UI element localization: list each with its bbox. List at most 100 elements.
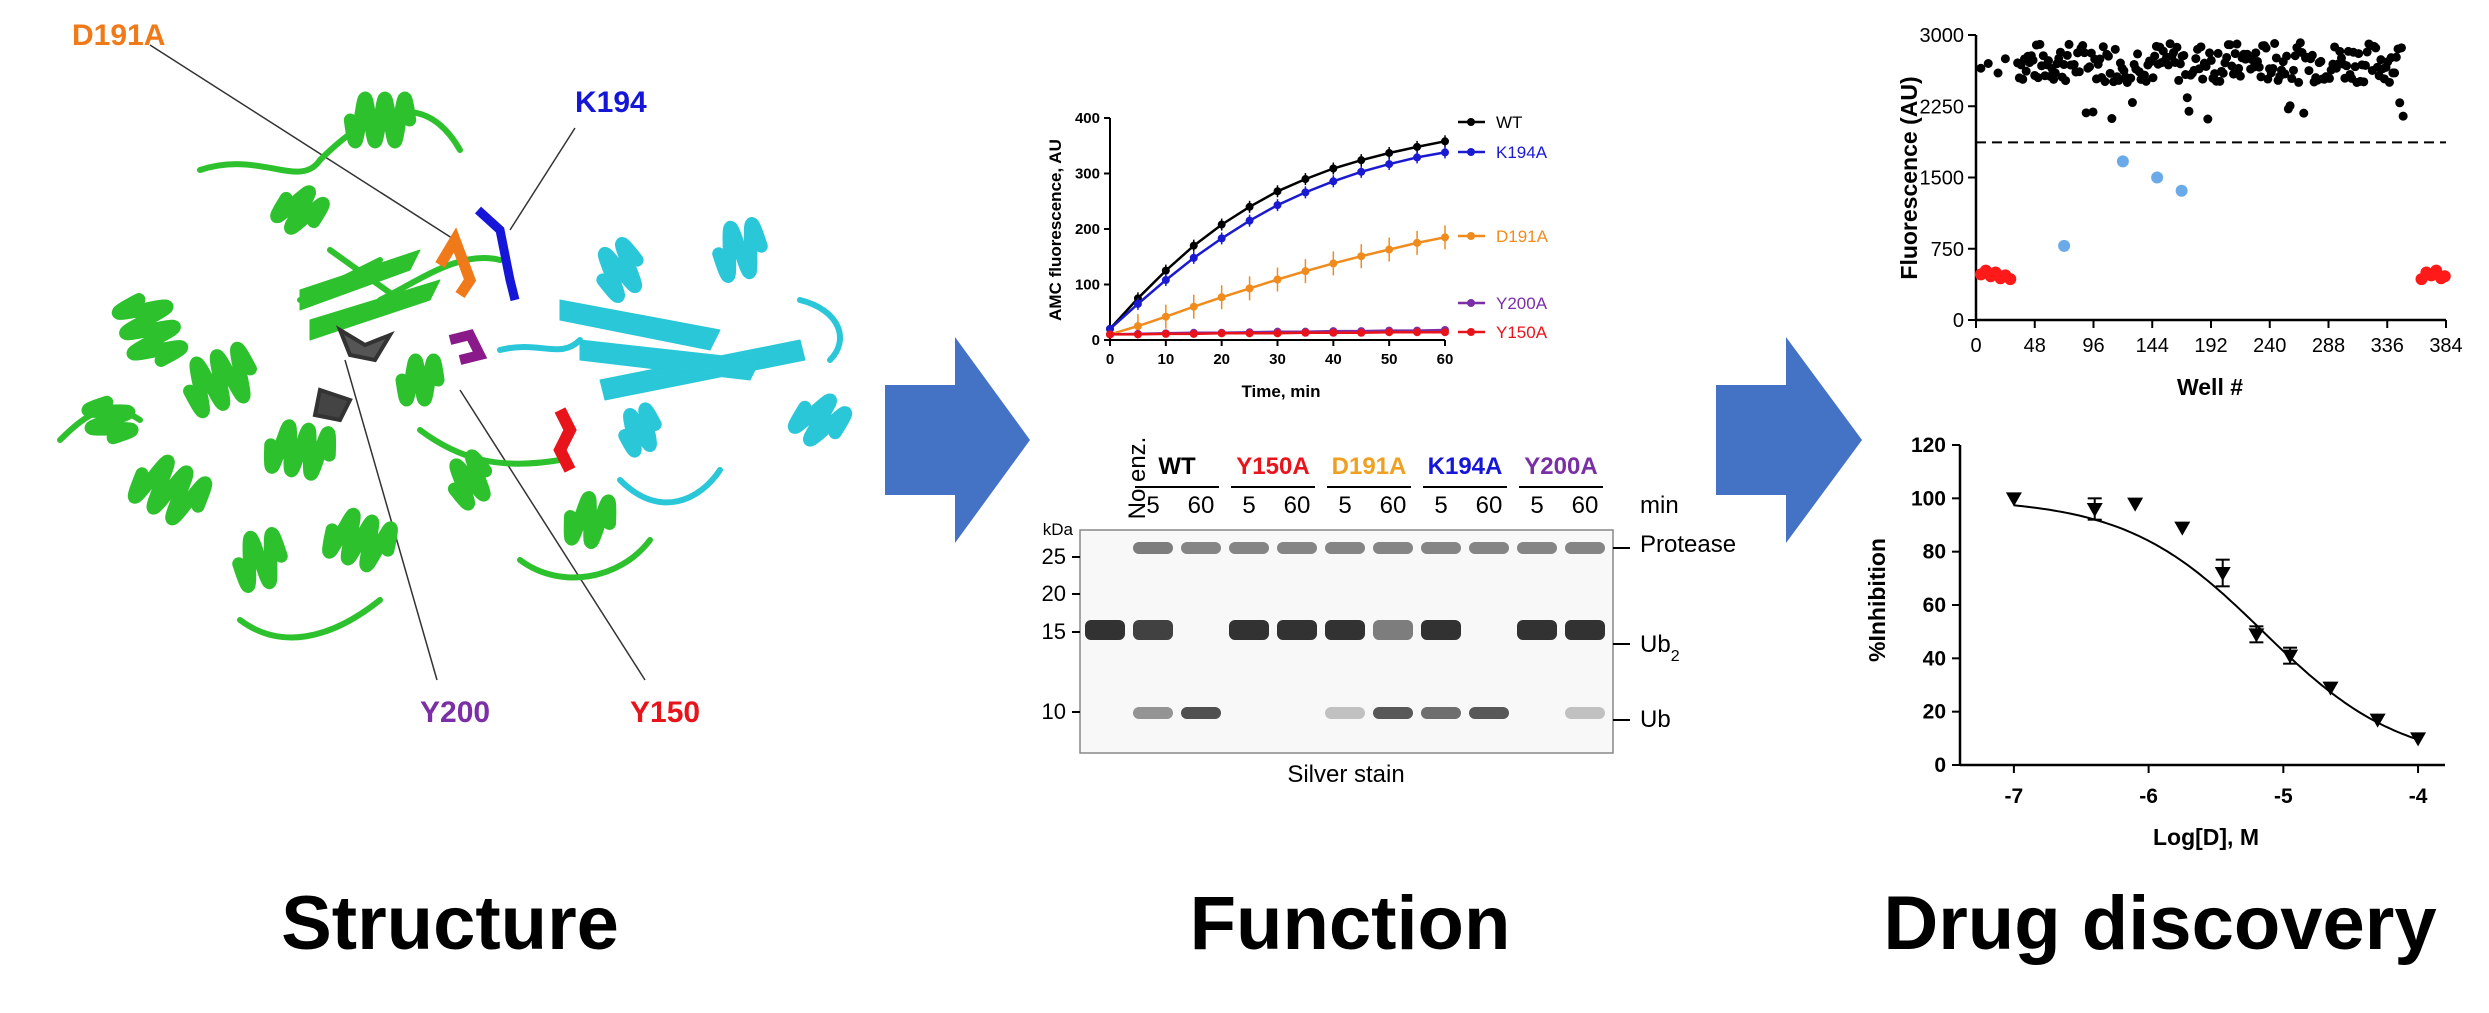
data-point-y150a — [1106, 330, 1114, 339]
gel-band — [1565, 620, 1605, 640]
y-tick-label: 0 — [1092, 332, 1100, 349]
screen-well-point — [2074, 67, 2084, 77]
screen-well-point — [2294, 77, 2304, 87]
screen-well-point — [2148, 73, 2158, 83]
screen-well-point — [2376, 55, 2386, 65]
data-point — [2127, 497, 2144, 512]
series-line-wt — [1109, 140, 1446, 330]
kda-label: kDa — [1043, 520, 1074, 539]
alpha-helix — [712, 217, 768, 283]
gel-band — [1133, 707, 1173, 719]
screen-well-point — [2184, 106, 2194, 116]
screen-well-point — [2174, 75, 2184, 85]
screen-well-point — [2133, 49, 2143, 59]
screen-well-point — [2360, 60, 2370, 70]
x-tick-label: -6 — [2139, 785, 2158, 808]
kda-marker-label: 10 — [1042, 699, 1066, 724]
residue-k194 — [474, 206, 520, 302]
screen-well-point — [2210, 69, 2220, 79]
alpha-helix — [322, 507, 398, 573]
data-point — [2174, 521, 2191, 536]
legend-label: WT — [1496, 113, 1522, 132]
legend-marker — [1467, 299, 1475, 307]
y-tick-label: 60 — [1923, 594, 1946, 617]
gel-band — [1565, 542, 1605, 554]
gel-band — [1517, 542, 1557, 554]
screen-well-point — [2105, 68, 2115, 78]
control-point — [2438, 270, 2451, 283]
screen-well-point — [2078, 41, 2088, 51]
screen-well-point — [2290, 51, 2300, 61]
screen-well-point — [2234, 63, 2244, 73]
green-protein-domain — [57, 91, 653, 641]
data-point-y150a — [1441, 328, 1449, 337]
gel-time-label: 60 — [1188, 492, 1215, 519]
x-tick-label: 192 — [2194, 335, 2227, 357]
x-tick-label: 96 — [2082, 335, 2104, 357]
data-point-y150a — [1217, 329, 1226, 338]
kda-marker-label: 20 — [1042, 581, 1066, 606]
screen-well-point — [2287, 74, 2297, 84]
y-tick-label: 1500 — [1920, 168, 1965, 190]
data-point-y150a — [1329, 328, 1338, 337]
gel-band — [1325, 542, 1365, 554]
gel-time-label: 5 — [1338, 492, 1351, 519]
hit-point — [2116, 155, 2129, 168]
gel-group-label: Y200A — [1524, 453, 1597, 480]
screen-well-point — [2203, 114, 2213, 124]
alpha-helix — [111, 293, 189, 367]
leader-line-y200 — [344, 359, 438, 681]
gel-caption: Silver stain — [1287, 761, 1404, 788]
gel-background — [1079, 529, 1614, 754]
y-tick-label: 40 — [1923, 647, 1946, 670]
screen-well-point — [2064, 39, 2074, 49]
dose-response-chart: -7 -6 -5 -4 0 20 40 60 80 100 120 Log[D], M %Inhib… — [1864, 434, 2445, 850]
screen-well-point — [2307, 50, 2317, 60]
section-title-structure: Structure — [281, 881, 619, 966]
band-label-protease: Protease — [1640, 531, 1736, 558]
hts-screen-chart: 0 48 96 144 192 240 288 336 3840750150022503000 … — [1896, 25, 2463, 400]
legend-marker — [1467, 148, 1475, 156]
screen-well-point — [2218, 68, 2228, 78]
x-tick-label: 10 — [1157, 351, 1174, 368]
section-title-function: Function — [1189, 881, 1511, 966]
screen-well-point — [2215, 76, 2225, 86]
screen-well-point — [2390, 68, 2400, 78]
leader-line-d191a — [149, 44, 456, 241]
screen-well-point — [2235, 71, 2245, 81]
screen-well-point — [2232, 39, 2242, 49]
y-tick-label: 80 — [1923, 541, 1946, 564]
no-enzyme-label: No enz. — [1124, 437, 1151, 520]
data-point — [2005, 492, 2022, 507]
screen-well-point — [2201, 61, 2211, 71]
screen-well-point — [2256, 72, 2266, 82]
data-point-y150a — [1133, 330, 1142, 339]
screen-well-point — [2163, 60, 2173, 70]
x-tick-label: 336 — [2371, 335, 2404, 357]
leader-line-y150 — [459, 389, 646, 681]
screen-well-point — [2359, 77, 2369, 87]
screen-well-point — [2271, 53, 2281, 63]
x-tick-label: 30 — [1269, 351, 1286, 368]
flow-arrow-1 — [885, 337, 1030, 543]
data-point — [2086, 503, 2103, 517]
gel-time-label: 60 — [1284, 492, 1311, 519]
gel-time-label: 60 — [1572, 492, 1599, 519]
data-point — [2248, 628, 2265, 643]
gel-band — [1277, 620, 1317, 640]
data-point-y150a — [1189, 329, 1198, 338]
data-point — [2410, 732, 2427, 747]
y-axis-label: %Inhibition — [1864, 538, 1890, 662]
screen-well-point — [2172, 42, 2182, 52]
data-point-y150a — [1245, 329, 1254, 338]
screen-well-point — [2191, 54, 2201, 64]
gel-time-label: 5 — [1242, 492, 1255, 519]
screen-well-point — [2182, 93, 2192, 103]
gel-band — [1565, 707, 1605, 719]
alpha-helix — [81, 395, 139, 445]
screen-well-point — [2384, 77, 2394, 87]
screen-well-point — [2127, 98, 2137, 108]
flow-arrow-2 — [1716, 337, 1862, 543]
hit-point — [2058, 239, 2071, 252]
band-label-ub: Ub — [1640, 706, 1671, 733]
